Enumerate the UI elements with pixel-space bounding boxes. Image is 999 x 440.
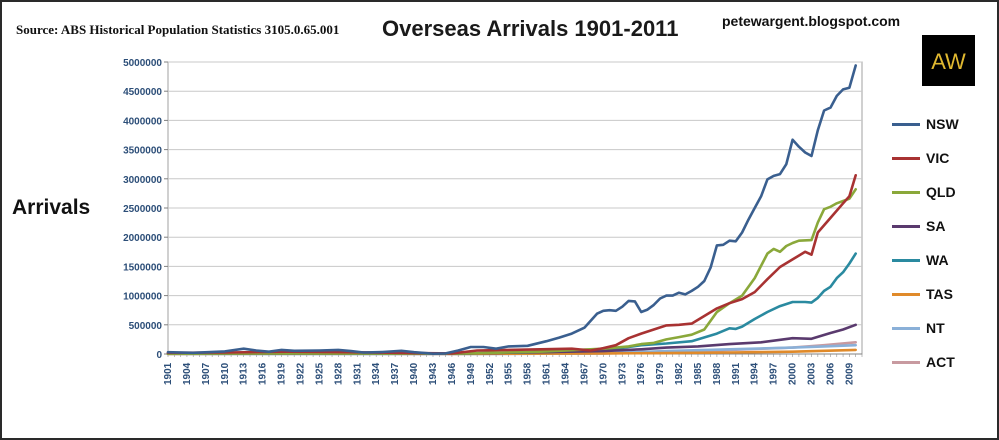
x-tick-label: 1925 [314,362,325,385]
source-note: Source: ABS Historical Population Statis… [16,22,340,37]
x-tick-label: 2003 [807,362,818,385]
y-tick-label: 4000000 [123,116,162,127]
x-tick-label: 2009 [844,362,855,385]
x-tick-label: 1949 [466,362,477,385]
x-tick-label: 1904 [182,362,193,385]
legend-label: NSW [926,116,959,132]
x-tick-label: 1988 [712,362,723,385]
x-tick-label: 1985 [693,362,704,385]
x-tick-label: 1970 [598,362,609,385]
legend: NSW VIC QLD SA WA TAS NT ACT [892,114,992,394]
x-tick-label: 1928 [333,362,344,385]
x-tick-label: 1994 [750,362,761,385]
legend-swatch [892,190,920,194]
chart-title: Overseas Arrivals 1901-2011 [382,16,679,41]
x-tick-label: 1901 [163,362,174,385]
legend-swatch [892,122,920,126]
x-tick-label: 1979 [655,362,666,385]
x-tick-label: 1961 [542,362,553,385]
aw-logo-mark: AW [931,49,966,74]
x-tick-label: 1940 [409,362,420,385]
x-tick-label: 2006 [825,362,836,385]
x-tick-label: 1946 [447,362,458,385]
legend-label: WA [926,252,949,268]
legend-label: NT [926,320,945,336]
x-tick-label: 1958 [523,362,534,385]
x-tick-label: 1955 [504,362,515,385]
series-line-nsw [166,64,857,355]
y-tick-label: 2000000 [123,233,162,244]
legend-swatch [892,258,920,262]
x-tick-label: 1982 [674,362,685,385]
x-tick-label: 1910 [220,362,231,385]
y-tick-label: 2500000 [123,204,162,215]
x-tick-label: 1976 [636,362,647,385]
legend-swatch [892,156,920,160]
legend-item-qld: QLD [892,182,956,202]
x-tick-label: 1919 [277,362,288,385]
series-line-qld [166,188,857,355]
x-tick-label: 1922 [295,362,306,385]
legend-item-nsw: NSW [892,114,959,134]
x-tick-label: 1997 [769,362,780,385]
x-tick-label: 1991 [731,362,742,385]
legend-label: VIC [926,150,950,166]
legend-swatch [892,326,920,330]
y-tick-label: 5000000 [123,58,162,69]
x-tick-label: 1937 [390,362,401,385]
y-axis-label: Arrivals [12,196,91,219]
x-tick-label: 1913 [239,362,250,385]
legend-swatch [892,224,920,228]
y-tick-label: 3000000 [123,175,162,186]
x-tick-label: 1967 [579,362,590,385]
legend-item-tas: TAS [892,284,953,304]
x-tick-label: 1943 [428,362,439,385]
y-tick-label: 500000 [129,321,163,332]
legend-item-wa: WA [892,250,949,270]
legend-item-nt: NT [892,318,945,338]
legend-swatch [892,292,920,296]
x-tick-label: 1934 [371,362,382,385]
y-tick-label: 1500000 [123,262,162,273]
x-tick-label: 2000 [788,362,799,385]
x-tick-label: 1916 [258,362,269,385]
y-tick-label: 0 [156,350,162,361]
x-tick-label: 1931 [352,362,363,385]
legend-label: ACT [926,354,955,370]
y-tick-label: 1000000 [123,292,162,303]
legend-swatch [892,360,920,364]
x-tick-label: 1952 [485,362,496,385]
legend-item-sa: SA [892,216,945,236]
blog-url: petewargent.blogspot.com [722,13,901,29]
x-tick-label: 1964 [560,362,571,385]
aw-logo: AW [922,35,975,86]
aw-logo-text: AW [931,49,966,74]
x-tick-label: 1907 [201,362,212,385]
y-tick-label: 3500000 [123,146,162,157]
legend-label: SA [926,218,946,234]
series-line-vic [166,174,857,355]
y-tick-label: 4500000 [123,87,162,98]
legend-item-vic: VIC [892,148,949,168]
legend-item-act: ACT [892,352,955,372]
legend-label: QLD [926,184,956,200]
legend-label: TAS [926,286,953,302]
x-tick-label: 1973 [617,362,628,385]
